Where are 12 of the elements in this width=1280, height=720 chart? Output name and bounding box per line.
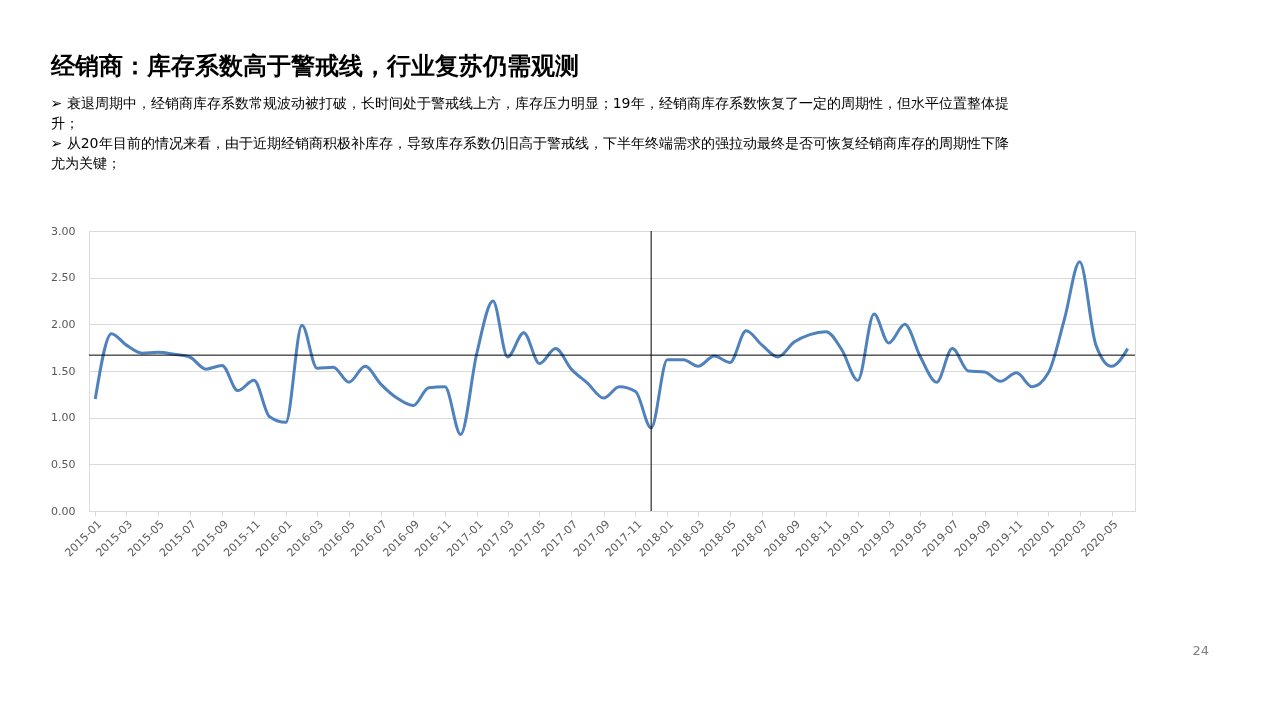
- y-tick-label: 0.00: [51, 504, 76, 518]
- y-tick-label: 1.50: [51, 364, 76, 378]
- y-tick-label: 2.50: [51, 271, 76, 285]
- y-tick-label: 1.00: [51, 411, 76, 425]
- y-tick-label: 3.00: [51, 224, 76, 238]
- text: ➢ 衰退周期中，经销商库存系数常规波动被打破，长时间处于警戒线上方，库存压力明显；19年，经销商库存系数恢复了一定的周期性，但水平位置整体提升；: [50, 95, 1009, 131]
- text: 24: [1192, 643, 1209, 658]
- line-series: [93, 260, 1130, 436]
- y-tick-label: 0.50: [51, 457, 76, 471]
- y-tick-label: 2.00: [51, 317, 76, 331]
- text: ➢ 从20年目前的情况来看，由于近期经销商积极补库存，导致库存系数仍旧高于警戒线，下半年终端需求的强拉动最终是否可恢复经销商库存的周期性下降尤为关键；: [50, 135, 1009, 171]
- chart-title: 经销商：库存系数高于警戒线，行业复苏仍需观测: [49, 52, 579, 80]
